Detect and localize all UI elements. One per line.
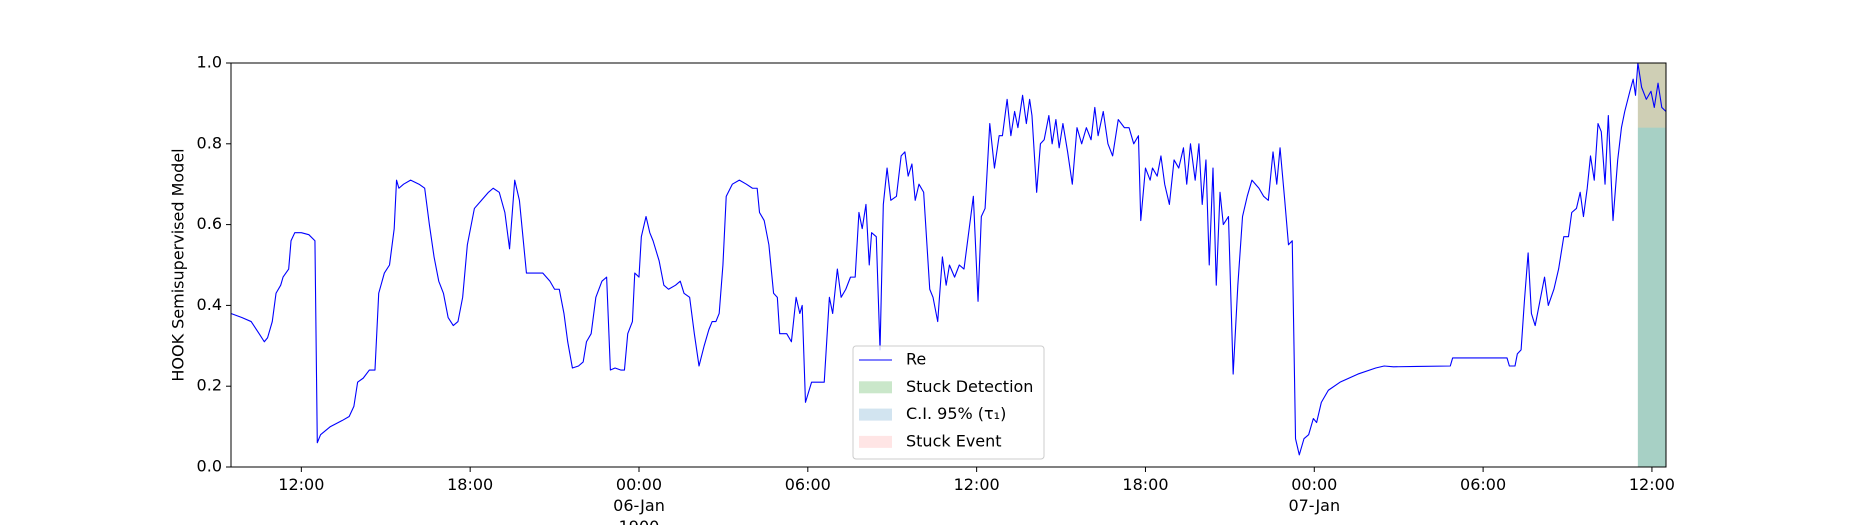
x-tick-label: 12:00 — [278, 475, 325, 494]
legend-box — [852, 345, 1045, 460]
plot-frame — [230, 62, 1667, 468]
x-tick-label: 18:00 — [447, 475, 494, 494]
legend-handle — [859, 381, 892, 394]
legend-label: Stuck Event — [906, 431, 1002, 450]
y-tick-label: 1.0 — [197, 53, 222, 72]
y-tick-label: 0.0 — [197, 457, 222, 476]
y-tick-label: 0.6 — [197, 214, 222, 233]
y-tick-label: 0.2 — [197, 376, 222, 395]
x-tick-label: 18:00 — [1122, 475, 1169, 494]
x-tick-label: 12:00 — [953, 475, 1000, 494]
y-tick-label: 0.4 — [197, 295, 222, 314]
x-tick-label: 06:00 — [1460, 475, 1507, 494]
span — [1637, 63, 1666, 467]
legend-label: Stuck Detection — [906, 377, 1033, 396]
y-axis-label: HOOK Semisupervised Model — [169, 148, 188, 381]
legend-label: C.I. 95% (τ₁) — [906, 404, 1006, 423]
legend-handle — [859, 408, 892, 421]
data-line — [230, 62, 1667, 456]
x-tick-label: 12:00 — [1628, 475, 1675, 494]
x-tick-label: 00:00 07-Jan — [1288, 475, 1341, 515]
legend-label: Re — [906, 350, 926, 369]
y-tick-label: 0.8 — [197, 133, 222, 152]
x-tick-label: 00:00 06-Jan 1900 — [613, 475, 665, 525]
legend-handle — [859, 435, 892, 448]
span — [1637, 127, 1666, 467]
x-tick-label: 06:00 — [784, 475, 831, 494]
legend: Re Stuck Detection C.I. 95% (τ₁) Stuck Even… — [852, 345, 1045, 460]
